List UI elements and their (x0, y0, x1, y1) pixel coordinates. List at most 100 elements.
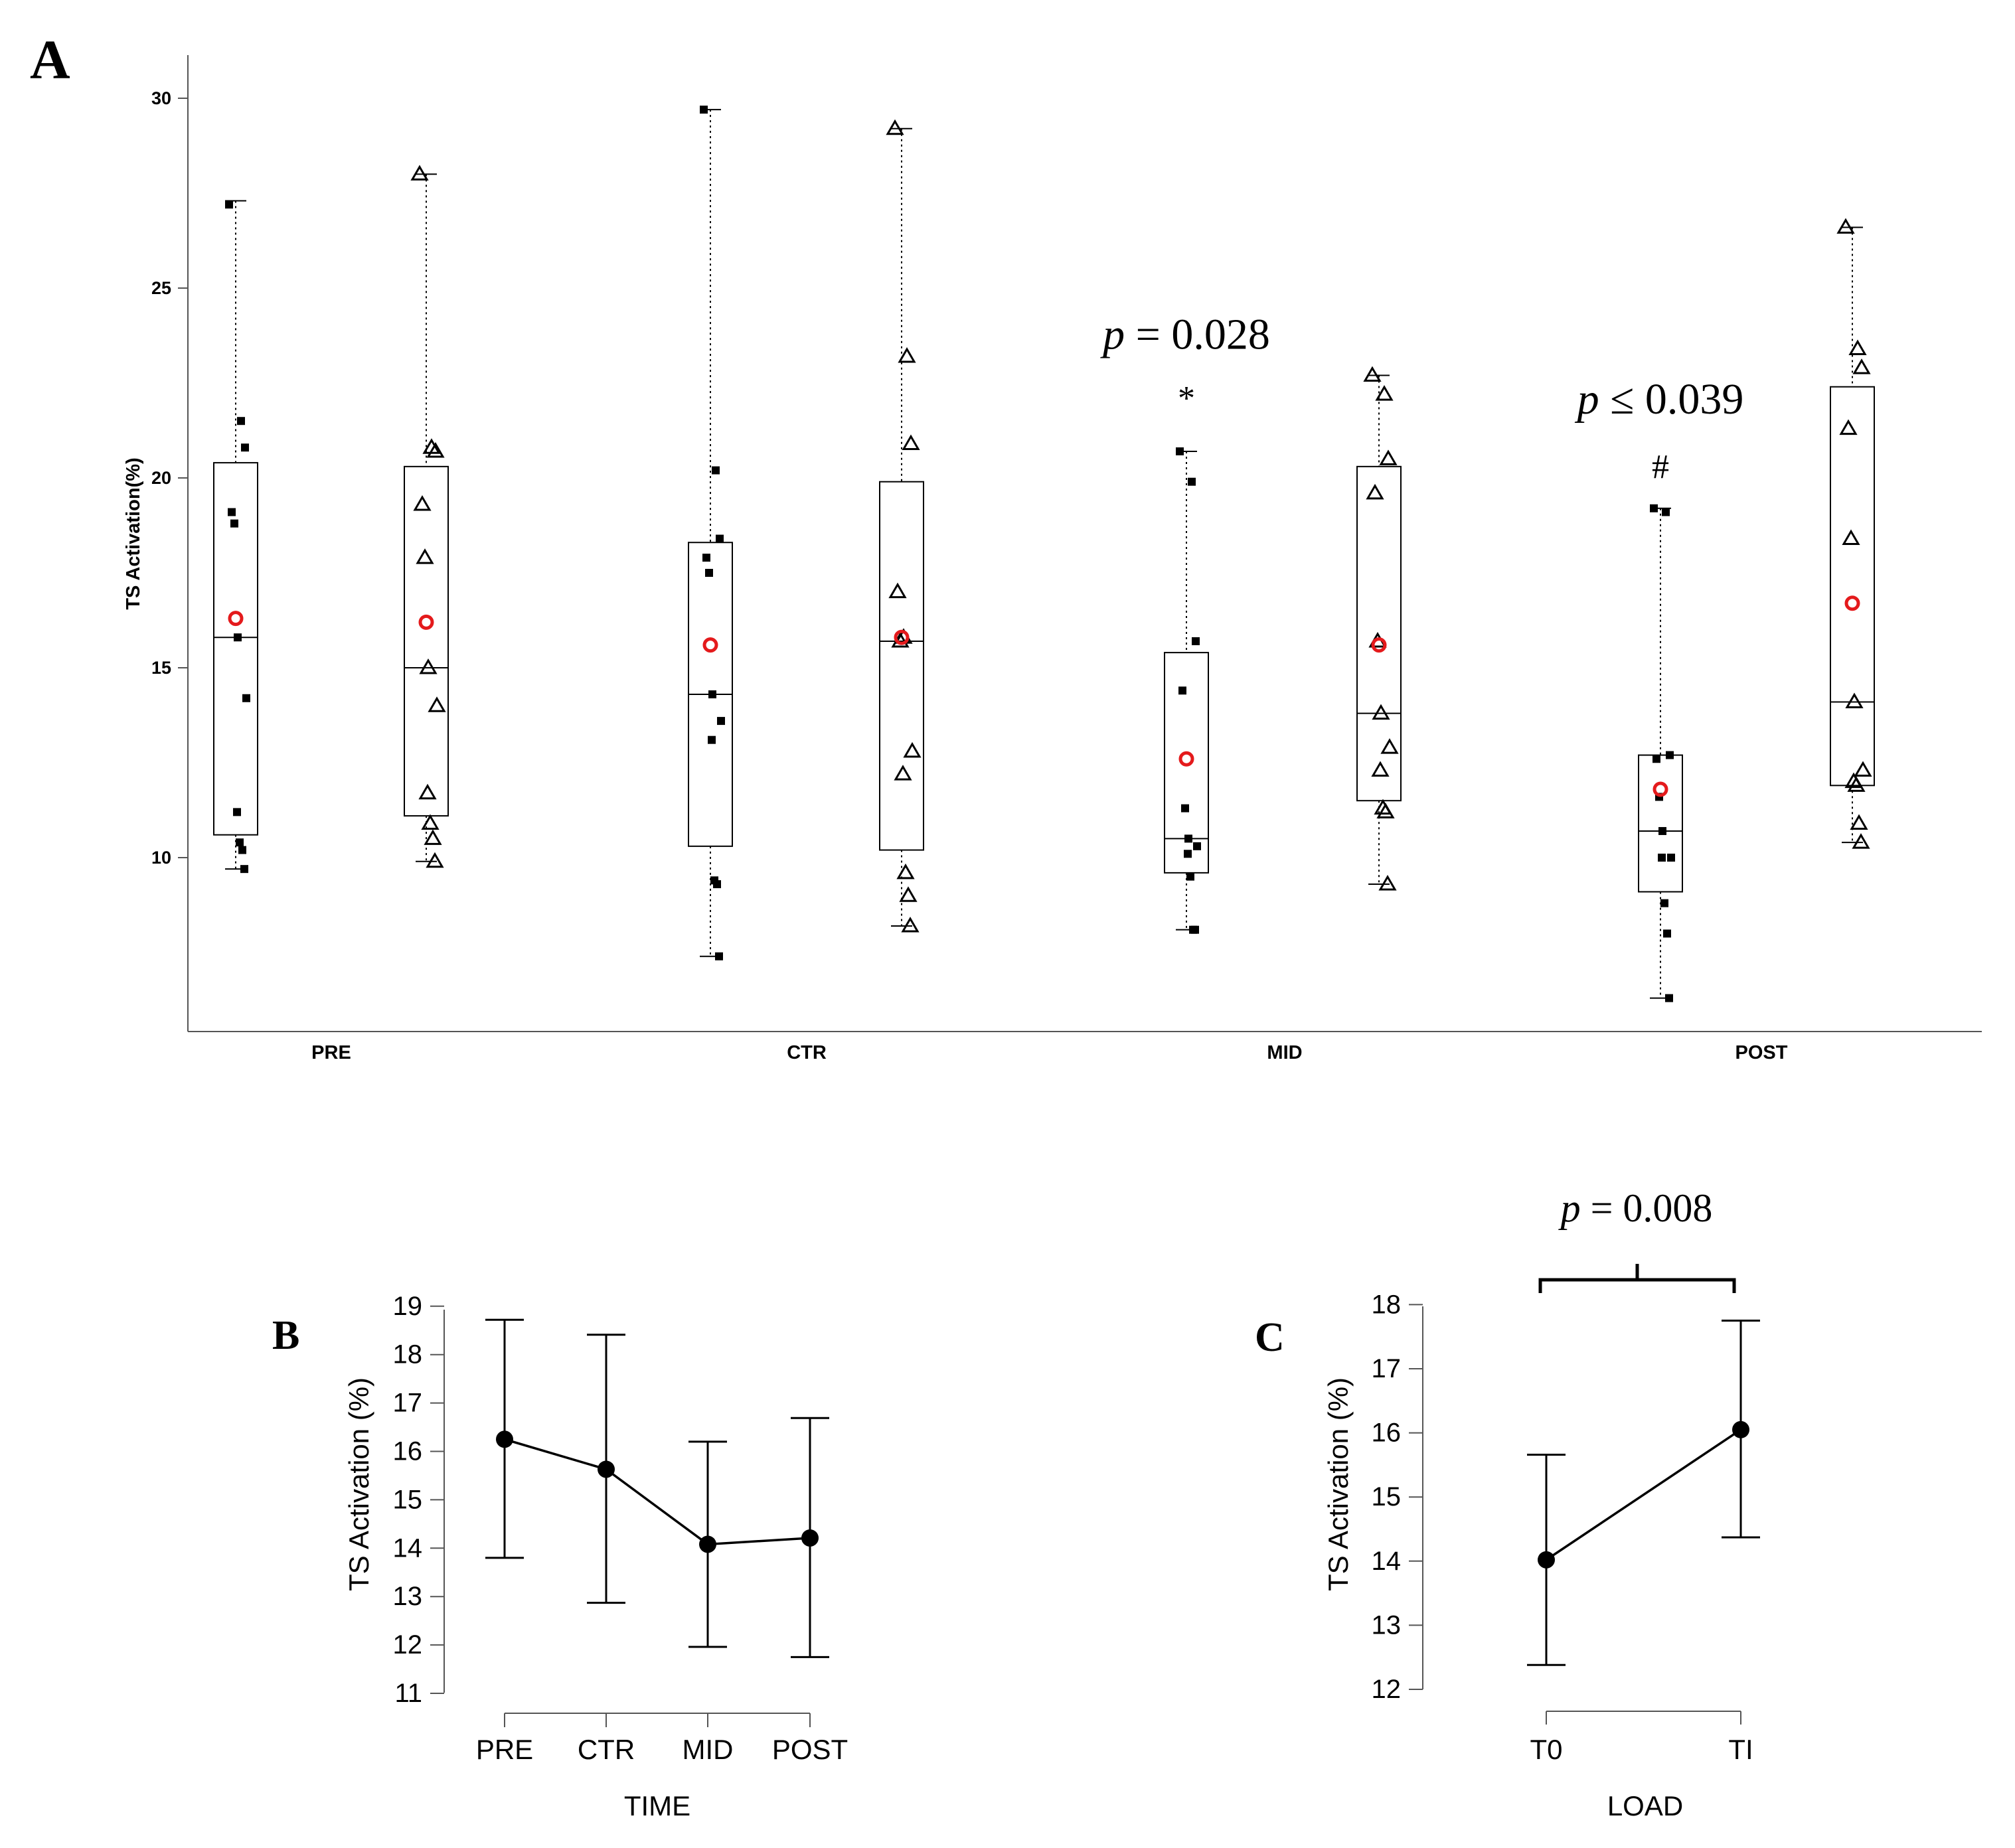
y-tick-label: 15 (393, 1485, 423, 1514)
y-tick-label: 17 (1372, 1354, 1402, 1383)
data-point-triangle (894, 765, 912, 781)
y-tick-label: 10 (151, 848, 171, 868)
significance-bracket (1538, 1264, 1736, 1293)
data-point-square (230, 519, 238, 528)
data-point-square (1178, 686, 1186, 695)
series-marks (1527, 1320, 1760, 1666)
iqr-box (213, 462, 258, 836)
iqr-box (879, 481, 924, 851)
series-line (504, 1438, 811, 1546)
data-point-square (708, 690, 716, 699)
data-point (801, 1529, 819, 1547)
data-point-triangle (1839, 419, 1858, 435)
data-point-square (1184, 850, 1192, 858)
iqr-box (1638, 754, 1683, 893)
data-point-triangle (1363, 366, 1382, 382)
data-point-square (240, 865, 248, 874)
data-point-triangle (898, 346, 916, 363)
data-point-square (242, 694, 250, 702)
data-point-triangle (410, 165, 429, 181)
y-tick-label: 16 (1372, 1419, 1402, 1448)
p-symbol: p (1100, 311, 1125, 359)
x-tick-label: POST (772, 1734, 848, 1765)
data-point-triangle (419, 658, 438, 674)
data-point-square (234, 633, 242, 642)
y-ticks: 12 13 14 15 16 17 18 (1372, 1290, 1423, 1704)
data-point (1732, 1421, 1749, 1438)
series-marks (485, 1318, 829, 1658)
box-groups (213, 106, 1875, 1002)
y-axis-label: TS Activation (%) (343, 1377, 374, 1591)
data-point-triangle (428, 696, 446, 712)
mean-marker (702, 637, 718, 653)
data-point-triangle (903, 741, 922, 758)
data-point-square (715, 952, 723, 961)
data-point-square (1658, 854, 1666, 862)
data-point-square (1658, 826, 1666, 835)
data-point-square (717, 717, 725, 726)
data-point-square (241, 443, 249, 452)
data-point-square (1663, 929, 1671, 938)
data-point-triangle (1836, 218, 1855, 234)
x-ticks: PRE CTR MID POST (476, 1713, 848, 1765)
data-point-square (713, 880, 721, 889)
p-value-text: = 0.008 (1581, 1186, 1713, 1230)
mean-marker (1652, 781, 1668, 797)
x-tick-label: PRE (476, 1734, 533, 1765)
y-tick-label: 12 (1372, 1675, 1402, 1704)
x-axis-label: LOAD (1607, 1790, 1683, 1821)
data-point-square (1660, 899, 1668, 907)
iqr-box (1830, 386, 1875, 787)
x-category-label: PRE (311, 1042, 351, 1063)
data-point-triangle (902, 434, 920, 451)
y-tick-label: 13 (1372, 1610, 1402, 1640)
data-point-square (700, 106, 708, 114)
x-category-label: CTR (787, 1042, 827, 1063)
y-tick-label: 12 (393, 1630, 423, 1659)
p-symbol: p (1558, 1186, 1581, 1230)
mean-marker (418, 614, 434, 630)
p-value-text: ≤ 0.039 (1599, 375, 1744, 424)
x-tick-label: TI (1728, 1734, 1753, 1765)
y-tick-label: 19 (393, 1292, 423, 1321)
p-symbol: p (1575, 375, 1599, 424)
data-point-triangle (416, 548, 434, 564)
mean-marker (1371, 637, 1387, 653)
y-tick-label: 13 (393, 1582, 423, 1611)
data-point-square (702, 554, 710, 562)
y-tick-label: 18 (1372, 1290, 1402, 1319)
mean-marker (228, 611, 244, 627)
box-group-mid-t0 (1164, 447, 1209, 934)
box-group-ctr-t0 (688, 106, 733, 961)
data-point-triangle (1378, 875, 1397, 891)
iqr-box (404, 465, 449, 817)
data-point-square (1662, 508, 1670, 516)
data-point-triangle (1375, 385, 1394, 401)
y-tick-label: 11 (394, 1679, 422, 1708)
data-point-square (716, 534, 724, 543)
panel-label-c: C (1255, 1315, 1285, 1360)
data-point-square (705, 569, 713, 577)
data-point-triangle (413, 495, 432, 511)
data-point-triangle (1380, 738, 1399, 754)
x-tick-label: T0 (1530, 1734, 1562, 1765)
box-group-pre-ti (404, 165, 449, 868)
y-tick-label: 17 (393, 1389, 423, 1418)
data-point-square (228, 508, 236, 516)
data-point-triangle (1371, 761, 1390, 777)
data-point-square (236, 838, 244, 847)
iqr-box (1356, 465, 1402, 802)
significance-asterisk: * (1178, 380, 1195, 418)
data-point-square (1193, 842, 1201, 850)
data-point-triangle (418, 783, 437, 800)
y-tick-label: 25 (151, 278, 171, 298)
data-point-square (1191, 925, 1199, 934)
series-line (1546, 1428, 1741, 1561)
data-point-triangle (1852, 833, 1870, 849)
x-category-label: MID (1267, 1042, 1302, 1063)
data-point-square (1652, 755, 1660, 763)
data-point-triangle (896, 863, 915, 880)
y-tick-label: 14 (1372, 1547, 1402, 1576)
data-point (699, 1535, 716, 1553)
y-tick-label: 15 (151, 658, 171, 678)
